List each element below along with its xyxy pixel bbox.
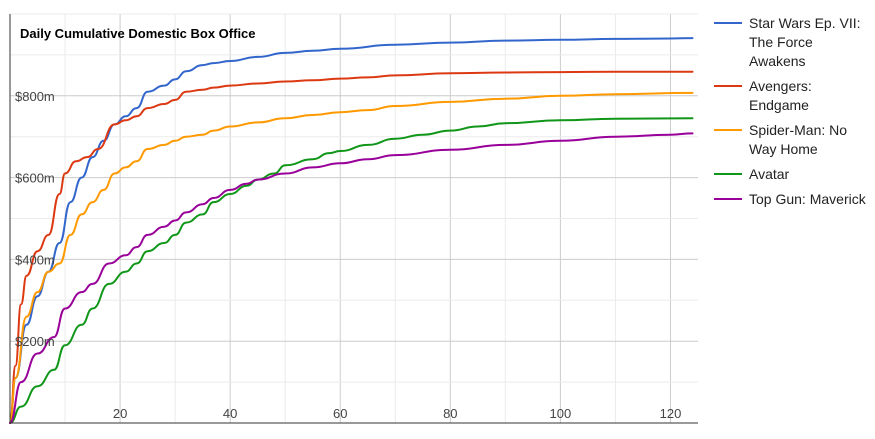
series-line-4 xyxy=(9,132,694,424)
legend-item[interactable]: Avengers: Endgame xyxy=(712,77,872,115)
series-line-3 xyxy=(9,117,694,424)
y-tick-label: $200m xyxy=(15,334,55,349)
legend-swatch xyxy=(714,22,742,24)
x-tick-label: 100 xyxy=(550,406,572,421)
y-tick-label: $800m xyxy=(15,89,55,104)
legend-item[interactable]: Avatar xyxy=(712,165,872,184)
series-line-1 xyxy=(9,70,694,424)
legend-label: Spider-Man: No Way Home xyxy=(749,122,848,157)
chart-title: Daily Cumulative Domestic Box Office xyxy=(20,26,256,41)
x-tick-label: 20 xyxy=(113,406,127,421)
x-tick-label: 40 xyxy=(223,406,237,421)
legend-label: Avengers: Endgame xyxy=(749,78,812,113)
grid xyxy=(10,13,698,423)
x-tick-label: 120 xyxy=(660,406,682,421)
legend-swatch xyxy=(714,198,742,200)
legend-label: Avatar xyxy=(749,166,790,182)
x-tick-label: 80 xyxy=(443,406,457,421)
legend-label: Top Gun: Maverick xyxy=(749,191,866,207)
series-line-0 xyxy=(9,37,694,424)
x-tick-label: 60 xyxy=(333,406,347,421)
series-line-2 xyxy=(9,91,694,424)
y-tick-label: $600m xyxy=(15,171,55,186)
legend-swatch xyxy=(714,129,742,131)
axes xyxy=(9,14,698,424)
legend: Star Wars Ep. VII: The Force Awakens Aven… xyxy=(712,14,872,215)
legend-label: Star Wars Ep. VII: The Force Awakens xyxy=(749,15,861,69)
tick-labels: 20 40 60 80 100 120 $200m $400m $600m $800m xyxy=(15,89,681,421)
legend-swatch xyxy=(714,85,742,87)
legend-item[interactable]: Spider-Man: No Way Home xyxy=(712,121,872,159)
legend-item[interactable]: Star Wars Ep. VII: The Force Awakens xyxy=(712,14,872,71)
legend-swatch xyxy=(714,173,742,175)
y-tick-label: $400m xyxy=(15,252,55,267)
series-lines xyxy=(9,37,694,424)
legend-item[interactable]: Top Gun: Maverick xyxy=(712,190,872,209)
